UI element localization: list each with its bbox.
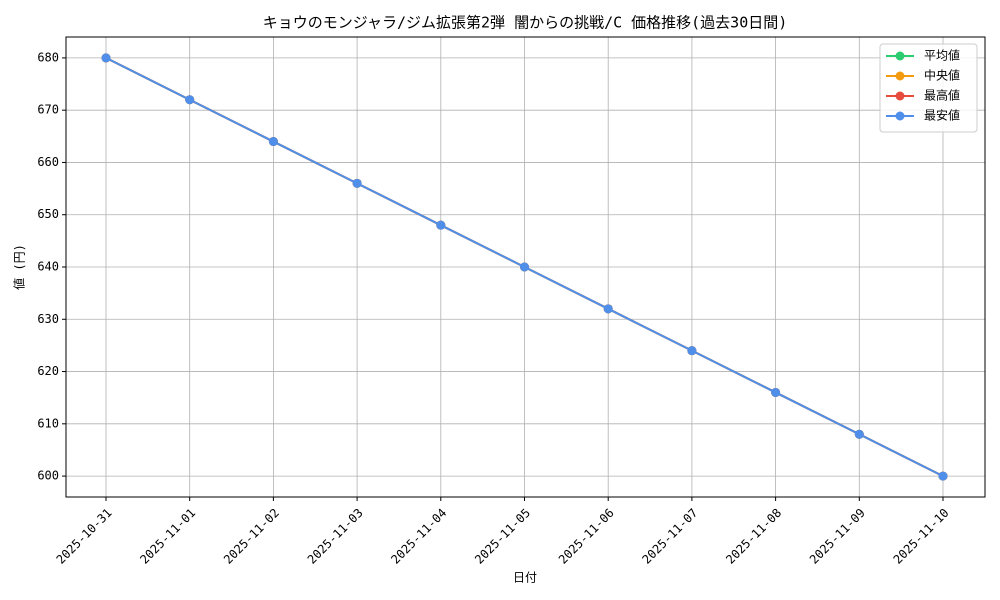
marker <box>854 429 864 439</box>
y-tick-label: 660 <box>37 155 59 169</box>
legend-label: 中央値 <box>924 68 960 83</box>
legend-label: 平均値 <box>924 48 960 63</box>
y-tick-label: 620 <box>37 364 59 378</box>
marker <box>771 387 781 397</box>
plot-frame <box>65 36 986 498</box>
y-tick-label: 650 <box>37 207 59 221</box>
marker <box>268 137 278 147</box>
legend-marker <box>895 71 905 81</box>
chart-title: キョウのモンジャラ/ジム拡張第2弾 闇からの挑戦/C 価格推移(過去30日間) <box>263 14 788 32</box>
y-tick-label: 680 <box>37 50 59 64</box>
y-tick-label: 600 <box>37 469 59 483</box>
y-tick-label: 670 <box>37 103 59 117</box>
marker <box>520 262 529 272</box>
y-axis-label: 値 (円) <box>12 244 27 290</box>
legend-label: 最安値 <box>924 108 960 123</box>
y-tick-label: 610 <box>37 416 59 430</box>
marker <box>603 304 613 314</box>
marker <box>687 346 697 356</box>
marker <box>938 471 948 481</box>
marker <box>436 220 446 230</box>
legend-marker <box>895 51 905 61</box>
y-tick-label: 630 <box>37 312 59 326</box>
x-axis-label: 日付 <box>513 571 537 585</box>
marker <box>352 178 362 188</box>
marker <box>101 53 111 63</box>
legend-marker <box>895 91 905 101</box>
y-tick-label: 640 <box>37 260 59 274</box>
legend-label: 最高値 <box>924 88 960 103</box>
legend-marker <box>895 111 905 121</box>
legend-box <box>879 43 978 133</box>
marker <box>185 95 195 105</box>
